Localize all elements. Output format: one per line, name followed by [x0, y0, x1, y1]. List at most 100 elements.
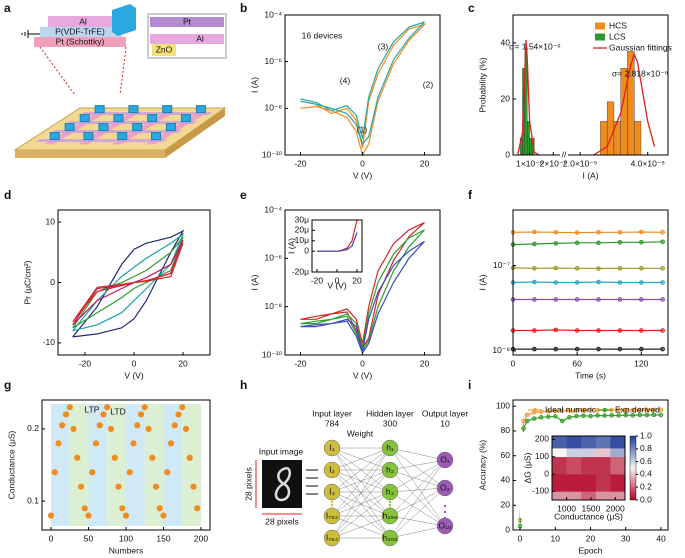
cell [49, 132, 60, 141]
x-tick-label: 60 [572, 358, 582, 368]
inset-bg [312, 220, 362, 272]
annotation: σ= 2.818×10⁻⁶ [612, 68, 668, 78]
neuron [381, 461, 399, 479]
x-tick-label: 1×10⁻⁶ [516, 158, 543, 168]
top-electrode [112, 4, 136, 36]
x-tick-label: 120 [634, 358, 648, 368]
heat-cell [581, 474, 597, 492]
data-point [638, 346, 644, 352]
colorbar-tick-label: 0.0 [640, 494, 652, 504]
data-point [638, 280, 644, 285]
weight-line [331, 447, 391, 517]
annotation: (3) [378, 41, 389, 51]
layer-label: Al [79, 16, 87, 26]
x-tick-label: 2×10⁻⁶ [540, 158, 567, 168]
data-point [596, 230, 601, 235]
pixel-label: 28 pixels [265, 516, 299, 526]
pixel-label: 28 pixels [243, 467, 253, 501]
cell [165, 123, 176, 132]
data-point [660, 239, 665, 245]
x-tick-label: 0 [511, 358, 516, 368]
y-tick-label: 80 [501, 425, 511, 435]
bar [527, 121, 530, 156]
heat-cell [566, 436, 582, 449]
data-point [660, 230, 665, 235]
data-point [545, 414, 551, 420]
ellipsis-dot [388, 506, 392, 510]
data-point [552, 408, 558, 414]
neuron-label: I₃ [329, 486, 335, 496]
heat-cell [610, 448, 626, 458]
cell [79, 114, 90, 123]
heat-cell [552, 491, 567, 501]
data-point [137, 411, 145, 418]
data-point [171, 422, 178, 429]
y-tick-label: -20μ [292, 266, 309, 276]
x-axis-label: V (V) [327, 280, 347, 290]
data-point [596, 346, 601, 352]
data-point [119, 505, 126, 512]
weight-line [389, 447, 446, 527]
series-line [300, 23, 427, 157]
y-tick-label: 10⁻⁷ [493, 260, 510, 270]
cell [64, 123, 75, 132]
data-point [574, 297, 580, 302]
data-point [553, 230, 559, 235]
weight-line [331, 515, 391, 539]
x-tick-label: 2000 [606, 503, 625, 513]
weight-line [389, 525, 446, 539]
panel-label: e [240, 188, 247, 202]
data-point [100, 411, 107, 418]
x-tick-label: -20 [294, 158, 307, 168]
layer-label: Pt (Schottky) [56, 36, 105, 46]
cell [117, 132, 128, 141]
weight-line [389, 459, 446, 517]
layer-size: 784 [325, 418, 339, 428]
ellipsis-dot [330, 506, 334, 510]
data-point [617, 346, 623, 352]
weight-line [331, 491, 391, 539]
data-point [553, 241, 559, 246]
heat-cell [566, 448, 582, 458]
data-point [145, 425, 152, 432]
data-point [617, 280, 623, 285]
y-axis-label: Accuracy (%) [477, 440, 487, 491]
x-axis-label: Epoch [578, 545, 602, 555]
y-tick-label: 200 [535, 434, 549, 444]
data-point [574, 230, 580, 235]
neuron-label: I₁ [329, 442, 334, 452]
neuron [323, 529, 341, 547]
x-tick-label: 40 [656, 533, 666, 543]
phase-region [51, 404, 70, 526]
data-point [560, 408, 565, 413]
data-point [62, 411, 70, 418]
cell [128, 105, 139, 114]
data-point [194, 505, 201, 512]
neuron-label: h₃₀₀ [382, 532, 398, 542]
layer-label: P(VDF-TrFE) [55, 26, 105, 36]
data-point [567, 408, 572, 413]
input-label: Input image [259, 446, 304, 456]
series-line [519, 409, 661, 521]
cell [180, 114, 191, 123]
cell [132, 123, 143, 132]
x-axis-label: I (A) [582, 170, 598, 180]
layer-size: 10 [440, 418, 450, 428]
bar [620, 67, 628, 156]
x-tick-label: 20 [586, 533, 596, 543]
data-point [156, 505, 163, 512]
data-point [130, 440, 137, 447]
neuron-label: h₁ [386, 442, 394, 452]
x-tick-label: 0 [360, 158, 365, 168]
data-point [617, 230, 623, 235]
data-point [532, 279, 537, 285]
colorbar [629, 435, 637, 501]
data-point [617, 266, 623, 271]
bar [606, 101, 615, 156]
y-tick-label: 100 [496, 400, 510, 410]
neuron-label: h₃ [386, 486, 394, 496]
heat-cell [595, 436, 611, 449]
panel-label: d [4, 188, 11, 202]
weight-line [389, 459, 446, 493]
annotation: LTP [85, 404, 100, 414]
